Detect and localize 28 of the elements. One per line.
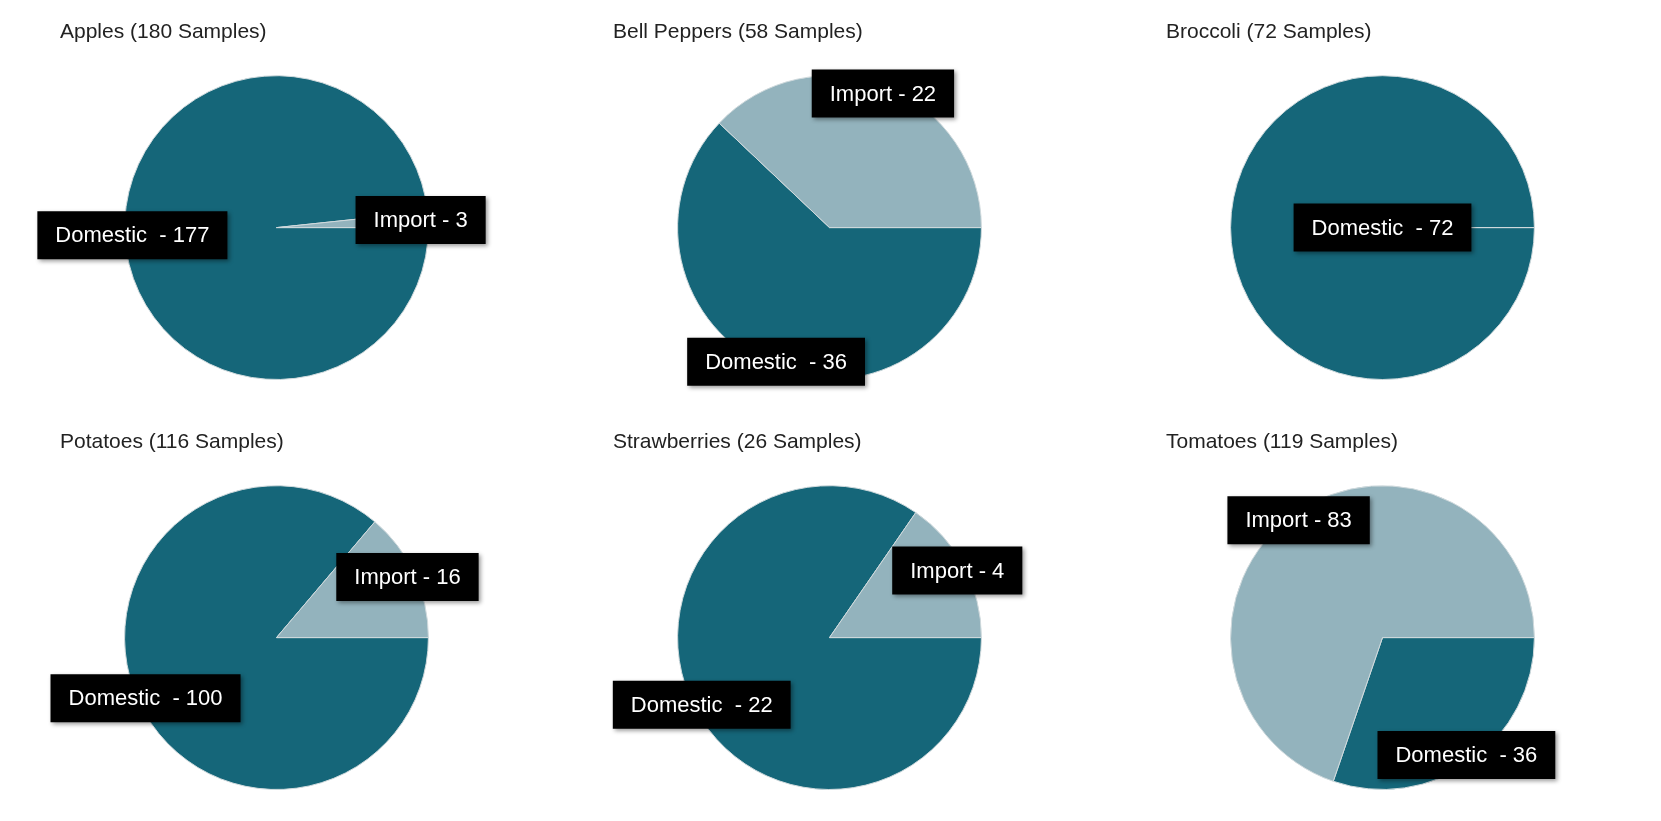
data-label: 36 <box>1512 742 1538 768</box>
chart-title: Tomatoes (119 Samples) <box>1166 429 1398 453</box>
chart-title: Potatoes (116 Samples) <box>60 429 284 453</box>
data-label: 36 <box>822 348 848 374</box>
slice-label: Import - <box>1245 507 1322 533</box>
slice-label: Domestic - <box>630 691 743 717</box>
chart-title: Bell Peppers (58 Samples) <box>613 19 863 43</box>
data-label: 16 <box>436 564 461 590</box>
data-label: 4 <box>992 557 1005 583</box>
slice-label: Domestic - <box>1395 742 1507 768</box>
slice-label: Import - <box>910 557 987 583</box>
data-label: 3 <box>455 207 468 233</box>
slice-label: Domestic - <box>705 348 817 374</box>
data-label: 100 <box>185 685 223 711</box>
data-label: 177 <box>172 222 210 248</box>
slice-label: Domestic - <box>55 222 167 248</box>
data-label: 83 <box>1327 507 1352 533</box>
slice-label: Import - <box>829 80 906 106</box>
slice-label: Import - <box>373 207 450 233</box>
data-label: 22 <box>748 691 773 717</box>
slice-label: Import - <box>354 564 431 590</box>
chart-title: Broccoli (72 Samples) <box>1166 19 1372 43</box>
data-label: 22 <box>911 80 937 106</box>
chart-title: Strawberries (26 Samples) <box>613 429 862 453</box>
chart-title: Apples (180 Samples) <box>60 19 267 43</box>
slice-label: Domestic - <box>1311 214 1423 240</box>
data-label: 72 <box>1428 214 1454 240</box>
slice-label: Domestic - <box>68 685 180 711</box>
